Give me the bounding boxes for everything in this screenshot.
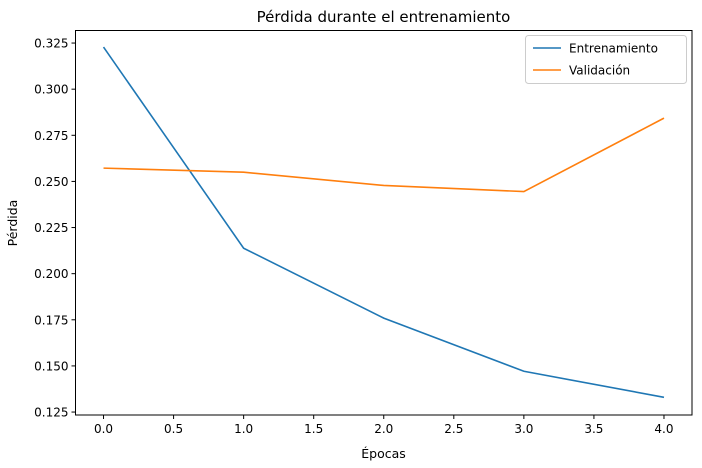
series-line-entrenamiento — [102, 46, 665, 399]
x-tick-label: 1.5 — [304, 422, 323, 436]
x-tick-label: 1.0 — [234, 422, 253, 436]
x-tick-label: 3.5 — [584, 422, 603, 436]
y-tick-label: 0.275 — [34, 129, 68, 143]
x-tick-label: 0.5 — [164, 422, 183, 436]
x-tick-label: 3.0 — [514, 422, 533, 436]
chart-title: Pérdida durante el entrenamiento — [257, 8, 511, 26]
y-tick-label: 0.250 — [34, 175, 68, 189]
y-tick-label: 0.125 — [34, 406, 68, 420]
y-tick-label: 0.200 — [34, 267, 68, 281]
x-tick-label: 2.0 — [374, 422, 393, 436]
y-tick-label: 0.225 — [34, 221, 68, 235]
legend-box — [525, 35, 687, 84]
series-line-validación — [103, 117, 665, 193]
legend: Entrenamiento Validación — [525, 35, 687, 84]
legend-label: Entrenamiento — [569, 42, 658, 56]
y-tick-label: 0.175 — [34, 313, 68, 327]
x-tick-label: 4.0 — [654, 422, 673, 436]
y-tick-label: 0.150 — [34, 359, 68, 373]
x-tick-label: 0.0 — [94, 422, 113, 436]
y-axis-label: Pérdida — [5, 200, 20, 247]
x-axis-label: Épocas — [361, 446, 406, 461]
y-tick-label: 0.300 — [34, 83, 68, 97]
y-tick-label: 0.325 — [34, 37, 68, 51]
plot-frame — [75, 30, 693, 416]
x-tick-label: 2.5 — [444, 422, 463, 436]
legend-label: Validación — [569, 64, 630, 78]
